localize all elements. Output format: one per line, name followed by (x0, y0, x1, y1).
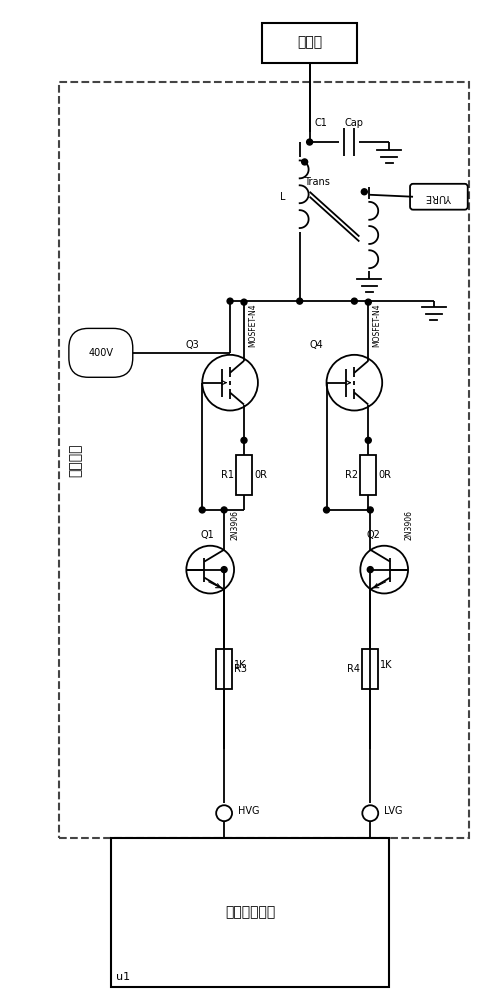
Bar (360, 455, 376, 495)
Text: u1: u1 (116, 972, 130, 982)
Circle shape (352, 298, 357, 304)
Text: 0R: 0R (378, 470, 391, 480)
Text: YURE: YURE (426, 192, 452, 202)
FancyBboxPatch shape (410, 184, 468, 210)
Text: 2N3906: 2N3906 (404, 510, 413, 540)
Text: HVG: HVG (238, 806, 260, 816)
Text: Trans: Trans (304, 177, 330, 187)
Text: 微控制处理器: 微控制处理器 (225, 906, 275, 920)
Circle shape (323, 507, 330, 513)
Text: R2: R2 (345, 470, 358, 480)
Text: MOSFET-N4: MOSFET-N4 (248, 303, 257, 347)
Circle shape (361, 189, 367, 195)
Circle shape (365, 437, 371, 443)
Circle shape (367, 507, 373, 513)
Text: MOSFET-N4: MOSFET-N4 (372, 303, 381, 347)
Bar (111, 838, 389, 987)
Circle shape (241, 299, 247, 305)
Circle shape (199, 507, 205, 513)
Text: LVG: LVG (384, 806, 403, 816)
Circle shape (221, 567, 227, 573)
Text: Q2: Q2 (366, 530, 380, 540)
Text: 1K: 1K (380, 660, 393, 670)
Circle shape (301, 159, 308, 165)
Text: 驱动电路: 驱动电路 (69, 443, 83, 477)
Text: Q4: Q4 (310, 340, 323, 350)
Text: Q3: Q3 (186, 340, 199, 350)
Circle shape (307, 139, 313, 145)
Circle shape (297, 298, 302, 304)
Circle shape (365, 299, 371, 305)
Text: 1K: 1K (234, 660, 246, 670)
Circle shape (241, 437, 247, 443)
Circle shape (227, 298, 233, 304)
Bar (216, 649, 232, 689)
Text: R4: R4 (347, 664, 360, 674)
Bar (362, 649, 378, 689)
Text: 400V: 400V (88, 348, 113, 358)
Text: R3: R3 (234, 664, 247, 674)
Text: C1: C1 (315, 118, 327, 128)
Text: 药光灯: 药光灯 (297, 36, 322, 50)
Bar (262, 23, 357, 63)
Text: Q1: Q1 (200, 530, 214, 540)
Text: L: L (280, 192, 286, 202)
Circle shape (221, 507, 227, 513)
Bar (236, 455, 252, 495)
Text: 0R: 0R (254, 470, 267, 480)
Bar (59, 82, 468, 838)
Text: 2N3906: 2N3906 (230, 510, 239, 540)
Text: Cap: Cap (344, 118, 363, 128)
Circle shape (367, 567, 373, 573)
Text: R1: R1 (221, 470, 234, 480)
